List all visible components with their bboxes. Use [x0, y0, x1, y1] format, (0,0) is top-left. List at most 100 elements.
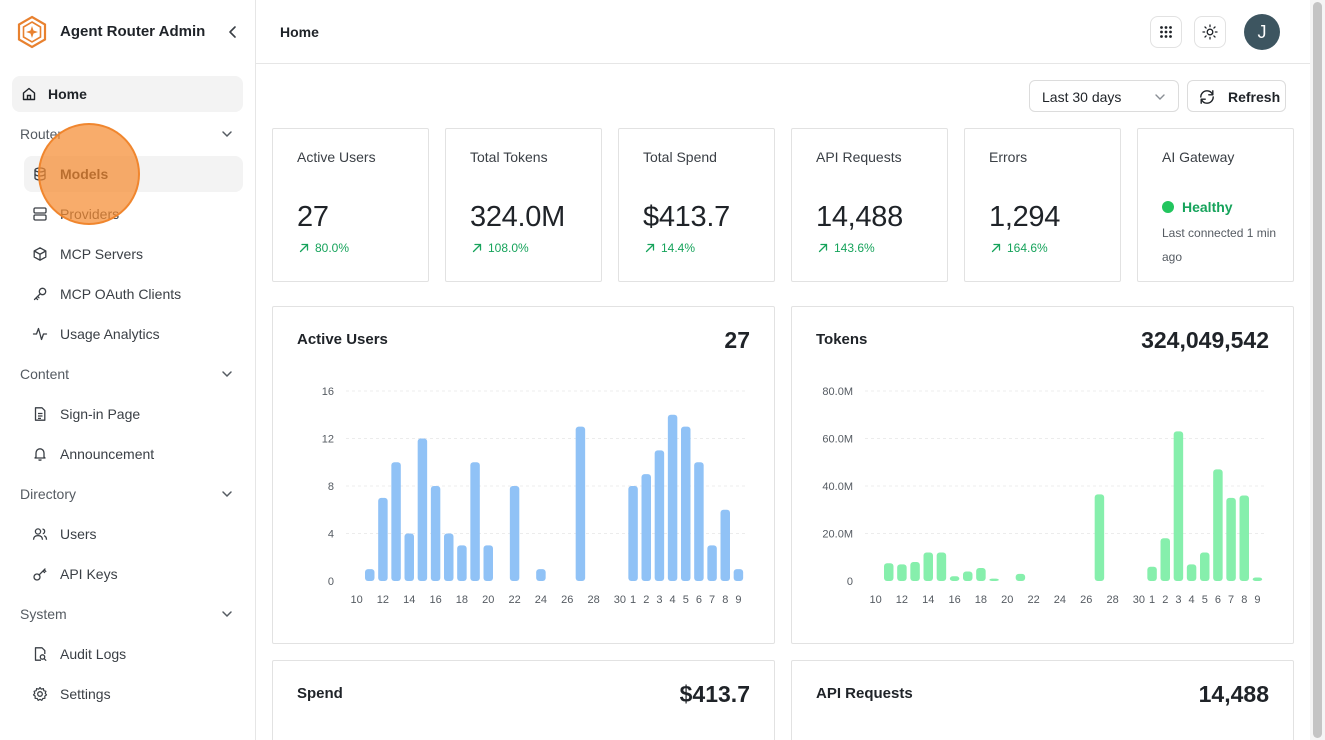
sidebar-item-users[interactable]: Users [24, 516, 243, 552]
y-tick-label: 0 [847, 576, 853, 588]
bar-15[interactable] [936, 552, 947, 582]
sidebar-group-system[interactable]: System [12, 596, 243, 632]
x-tick-label: 7 [1228, 594, 1234, 606]
x-tick-label: 10 [869, 594, 881, 606]
chevron-down-icon [222, 491, 232, 498]
y-tick-label: 12 [322, 434, 334, 446]
y-tick-label: 4 [328, 529, 334, 541]
sidebar-item-label: Settings [60, 686, 111, 702]
stat-title: AI Gateway [1162, 149, 1235, 165]
bar-19[interactable] [470, 462, 480, 581]
stat-card-total-spend: Total Spend $413.7 14.4% [618, 128, 775, 282]
stat-delta-value: 164.6% [1007, 241, 1048, 255]
bar-8[interactable] [1239, 495, 1249, 582]
bar-7[interactable] [707, 545, 717, 581]
sidebar-item-mcp-servers[interactable]: MCP Servers [24, 236, 243, 272]
date-range-select[interactable]: Last 30 days [1029, 80, 1179, 112]
bar-15[interactable] [417, 438, 428, 582]
bar-6[interactable] [694, 462, 704, 581]
sidebar-item-providers[interactable]: Providers [24, 196, 243, 232]
bar-19[interactable] [989, 578, 999, 581]
bar-11[interactable] [884, 563, 894, 581]
sidebar-group-directory[interactable]: Directory [12, 476, 243, 512]
apps-button[interactable] [1150, 16, 1182, 48]
sidebar-item-mcp-oauth-clients[interactable]: MCP OAuth Clients [24, 276, 243, 312]
stat-card-active-users: Active Users 27 80.0% [272, 128, 429, 282]
bar-5[interactable] [681, 426, 691, 581]
bar-12[interactable] [378, 497, 388, 581]
bar-14[interactable] [404, 533, 414, 582]
stat-title: API Requests [816, 149, 902, 165]
y-tick-label: 60.0M [822, 434, 853, 446]
x-tick-label: 30 [1133, 594, 1145, 606]
home-icon [20, 85, 38, 103]
sidebar-item-label: MCP Servers [60, 246, 143, 262]
bar-1[interactable] [628, 486, 638, 581]
bar-4[interactable] [667, 414, 678, 581]
stat-card-ai-gateway: AI Gateway Healthy Last connected 1 min … [1137, 128, 1294, 282]
stat-delta: 108.0% [472, 241, 529, 255]
server-icon [31, 205, 49, 223]
top-bar: Home J [256, 0, 1310, 64]
stat-delta: 164.6% [991, 241, 1048, 255]
bar-2[interactable] [641, 474, 651, 581]
sidebar-item-settings[interactable]: Settings [24, 676, 243, 712]
bar-4[interactable] [1186, 564, 1197, 581]
sidebar-item-audit-logs[interactable]: Audit Logs [24, 636, 243, 672]
bar-27[interactable] [575, 426, 586, 581]
bar-12[interactable] [897, 564, 907, 581]
x-tick-label: 9 [735, 594, 741, 606]
theme-toggle-button[interactable] [1194, 16, 1226, 48]
bar-7[interactable] [1226, 497, 1236, 581]
x-tick-label: 2 [1162, 594, 1168, 606]
bar-9[interactable] [733, 569, 744, 581]
sidebar-item-home[interactable]: Home [12, 76, 243, 112]
sidebar-item-api-keys[interactable]: API Keys [24, 556, 243, 592]
bar-13[interactable] [391, 462, 401, 581]
x-tick-label: 5 [683, 594, 689, 606]
sidebar-item-announcement[interactable]: Announcement [24, 436, 243, 472]
bar-3[interactable] [654, 450, 665, 581]
user-avatar[interactable]: J [1244, 14, 1280, 50]
bar-3[interactable] [1173, 431, 1184, 581]
sidebar-group-content[interactable]: Content [12, 356, 243, 392]
bar-1[interactable] [1147, 566, 1157, 581]
sidebar-item-models[interactable]: Models [24, 156, 243, 192]
bar-18[interactable] [457, 545, 467, 581]
sidebar-item-usage-analytics[interactable]: Usage Analytics [24, 316, 243, 352]
sidebar-group-router[interactable]: Router [12, 116, 243, 152]
bar-21[interactable] [1015, 573, 1026, 581]
key-icon [31, 285, 49, 303]
sidebar-item-sign-in-page[interactable]: Sign-in Page [24, 396, 243, 432]
bar-5[interactable] [1200, 552, 1210, 582]
x-tick-label: 24 [1054, 594, 1066, 606]
bar-2[interactable] [1160, 538, 1170, 581]
bar-20[interactable] [483, 545, 493, 581]
bar-6[interactable] [1213, 469, 1223, 581]
chevron-down-icon [222, 131, 232, 138]
bar-17[interactable] [963, 571, 973, 582]
scrollbar-thumb[interactable] [1313, 2, 1322, 738]
bar-9[interactable] [1252, 577, 1263, 581]
stat-card-api-requests: API Requests 14,488 143.6% [791, 128, 948, 282]
x-tick-label: 14 [922, 594, 934, 606]
bar-18[interactable] [976, 567, 986, 581]
refresh-button[interactable]: Refresh [1187, 80, 1286, 112]
x-tick-label: 8 [1241, 594, 1247, 606]
bar-22[interactable] [509, 486, 520, 581]
bar-14[interactable] [923, 552, 933, 582]
chart-total: $413.7 [679, 681, 750, 707]
chart-card-active-users: Active Users 27 0 4 8 12 16 10 12 14 16 18 20 22 24 2… [272, 306, 775, 644]
sidebar-group-label: Directory [20, 486, 77, 502]
bar-24[interactable] [536, 569, 546, 581]
bar-8[interactable] [720, 509, 730, 581]
bar-16[interactable] [949, 576, 960, 581]
bar-11[interactable] [365, 569, 375, 581]
gear-icon [31, 685, 49, 703]
vertical-scrollbar[interactable] [1310, 0, 1325, 740]
bar-17[interactable] [444, 533, 454, 582]
bar-13[interactable] [910, 562, 920, 581]
bar-16[interactable] [430, 486, 441, 581]
bar-27[interactable] [1094, 494, 1105, 581]
collapse-sidebar-button[interactable] [224, 22, 242, 42]
